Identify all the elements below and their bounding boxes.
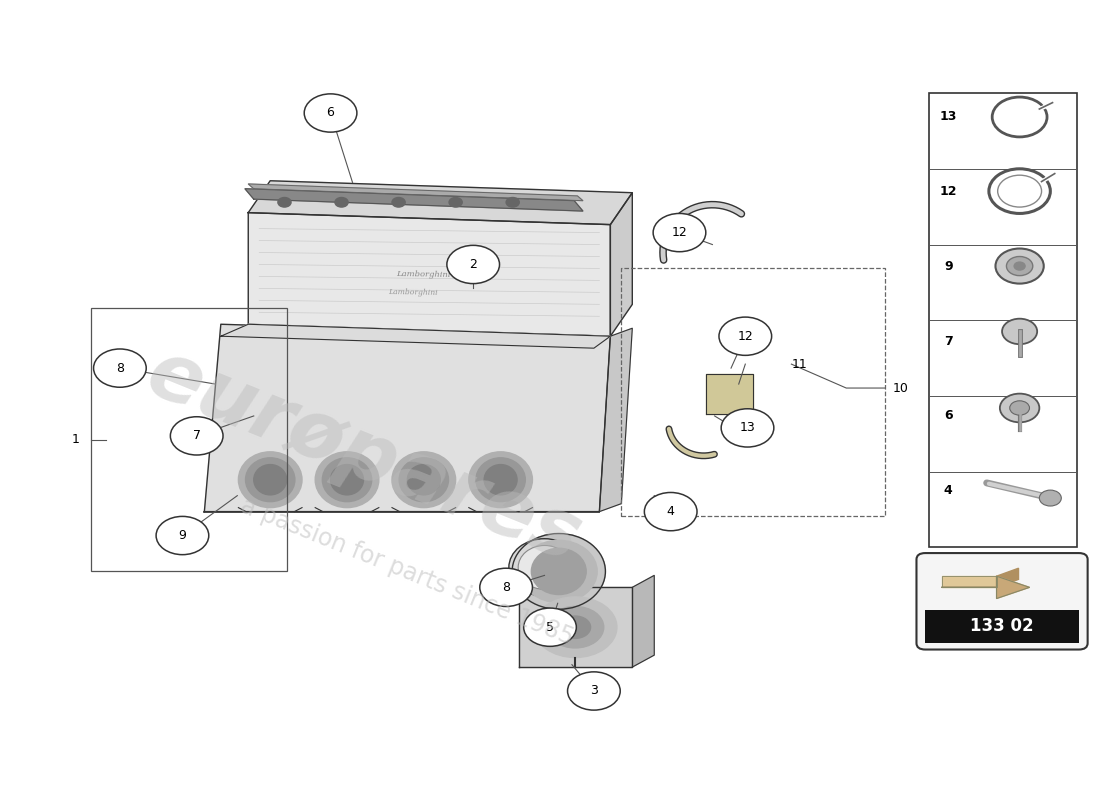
Polygon shape (610, 193, 632, 336)
Ellipse shape (531, 548, 586, 594)
Circle shape (1014, 262, 1025, 270)
Text: 6: 6 (327, 106, 334, 119)
Polygon shape (942, 576, 997, 587)
Ellipse shape (316, 452, 378, 508)
Text: 9: 9 (944, 259, 953, 273)
Ellipse shape (245, 458, 295, 502)
Circle shape (547, 606, 604, 648)
Circle shape (722, 409, 773, 447)
Text: 12: 12 (672, 226, 688, 239)
Circle shape (1040, 490, 1062, 506)
Circle shape (524, 608, 576, 646)
Text: 6: 6 (944, 410, 953, 422)
Polygon shape (221, 324, 610, 348)
Ellipse shape (513, 534, 605, 610)
Ellipse shape (322, 458, 372, 502)
Circle shape (156, 516, 209, 554)
Text: 8: 8 (116, 362, 124, 374)
Text: 5: 5 (546, 621, 554, 634)
Bar (621, 269, 884, 515)
Circle shape (94, 349, 146, 387)
Polygon shape (245, 189, 583, 211)
Bar (91, 308, 287, 571)
FancyBboxPatch shape (916, 553, 1088, 650)
Text: 13: 13 (939, 110, 957, 123)
Circle shape (278, 198, 292, 207)
Circle shape (305, 94, 356, 132)
Circle shape (447, 246, 499, 284)
Circle shape (560, 616, 591, 638)
Ellipse shape (407, 465, 440, 495)
Text: 9: 9 (178, 529, 186, 542)
Ellipse shape (520, 540, 597, 602)
Polygon shape (205, 324, 610, 512)
Text: 8: 8 (502, 581, 510, 594)
Ellipse shape (399, 458, 449, 502)
Circle shape (1000, 394, 1040, 422)
Text: 7: 7 (944, 334, 953, 347)
Circle shape (653, 214, 706, 252)
Polygon shape (519, 587, 632, 667)
Circle shape (1002, 318, 1037, 344)
Text: 10: 10 (892, 382, 909, 394)
Text: 2: 2 (470, 258, 477, 271)
Polygon shape (706, 374, 754, 414)
Polygon shape (249, 213, 611, 336)
Circle shape (568, 672, 620, 710)
Text: 12: 12 (939, 185, 957, 198)
Circle shape (480, 568, 532, 606)
Text: 11: 11 (791, 358, 807, 370)
Circle shape (1006, 257, 1033, 276)
Ellipse shape (518, 546, 571, 590)
Text: 133 02: 133 02 (970, 618, 1034, 635)
Circle shape (645, 493, 697, 530)
Circle shape (534, 597, 617, 658)
Circle shape (506, 198, 519, 207)
Ellipse shape (484, 465, 517, 495)
Bar (928, 93, 1077, 547)
Circle shape (719, 317, 771, 355)
Text: 1: 1 (73, 434, 80, 446)
Polygon shape (249, 184, 583, 201)
Text: 12: 12 (737, 330, 754, 342)
Circle shape (334, 198, 348, 207)
Polygon shape (249, 181, 632, 225)
Circle shape (449, 198, 462, 207)
Ellipse shape (331, 465, 363, 495)
Polygon shape (600, 328, 632, 512)
Ellipse shape (392, 452, 455, 508)
Ellipse shape (254, 465, 287, 495)
Circle shape (996, 249, 1044, 284)
Text: 13: 13 (739, 422, 756, 434)
Circle shape (1010, 401, 1030, 415)
Text: a passion for parts since 1985: a passion for parts since 1985 (238, 494, 578, 650)
Text: 3: 3 (590, 685, 597, 698)
Polygon shape (632, 575, 654, 667)
Bar (925, 610, 1079, 643)
Ellipse shape (476, 458, 526, 502)
Polygon shape (942, 576, 1030, 598)
Ellipse shape (239, 452, 302, 508)
Text: eurøpares: eurøpares (135, 334, 592, 578)
Text: 4: 4 (667, 505, 674, 518)
Circle shape (170, 417, 223, 455)
Text: Lamborghini: Lamborghini (397, 270, 451, 278)
Text: 7: 7 (192, 430, 200, 442)
Ellipse shape (509, 538, 580, 596)
Circle shape (392, 198, 405, 207)
Ellipse shape (469, 452, 532, 508)
Text: Lamborghini: Lamborghini (388, 288, 438, 297)
Text: 4: 4 (944, 484, 953, 498)
Polygon shape (997, 568, 1019, 587)
